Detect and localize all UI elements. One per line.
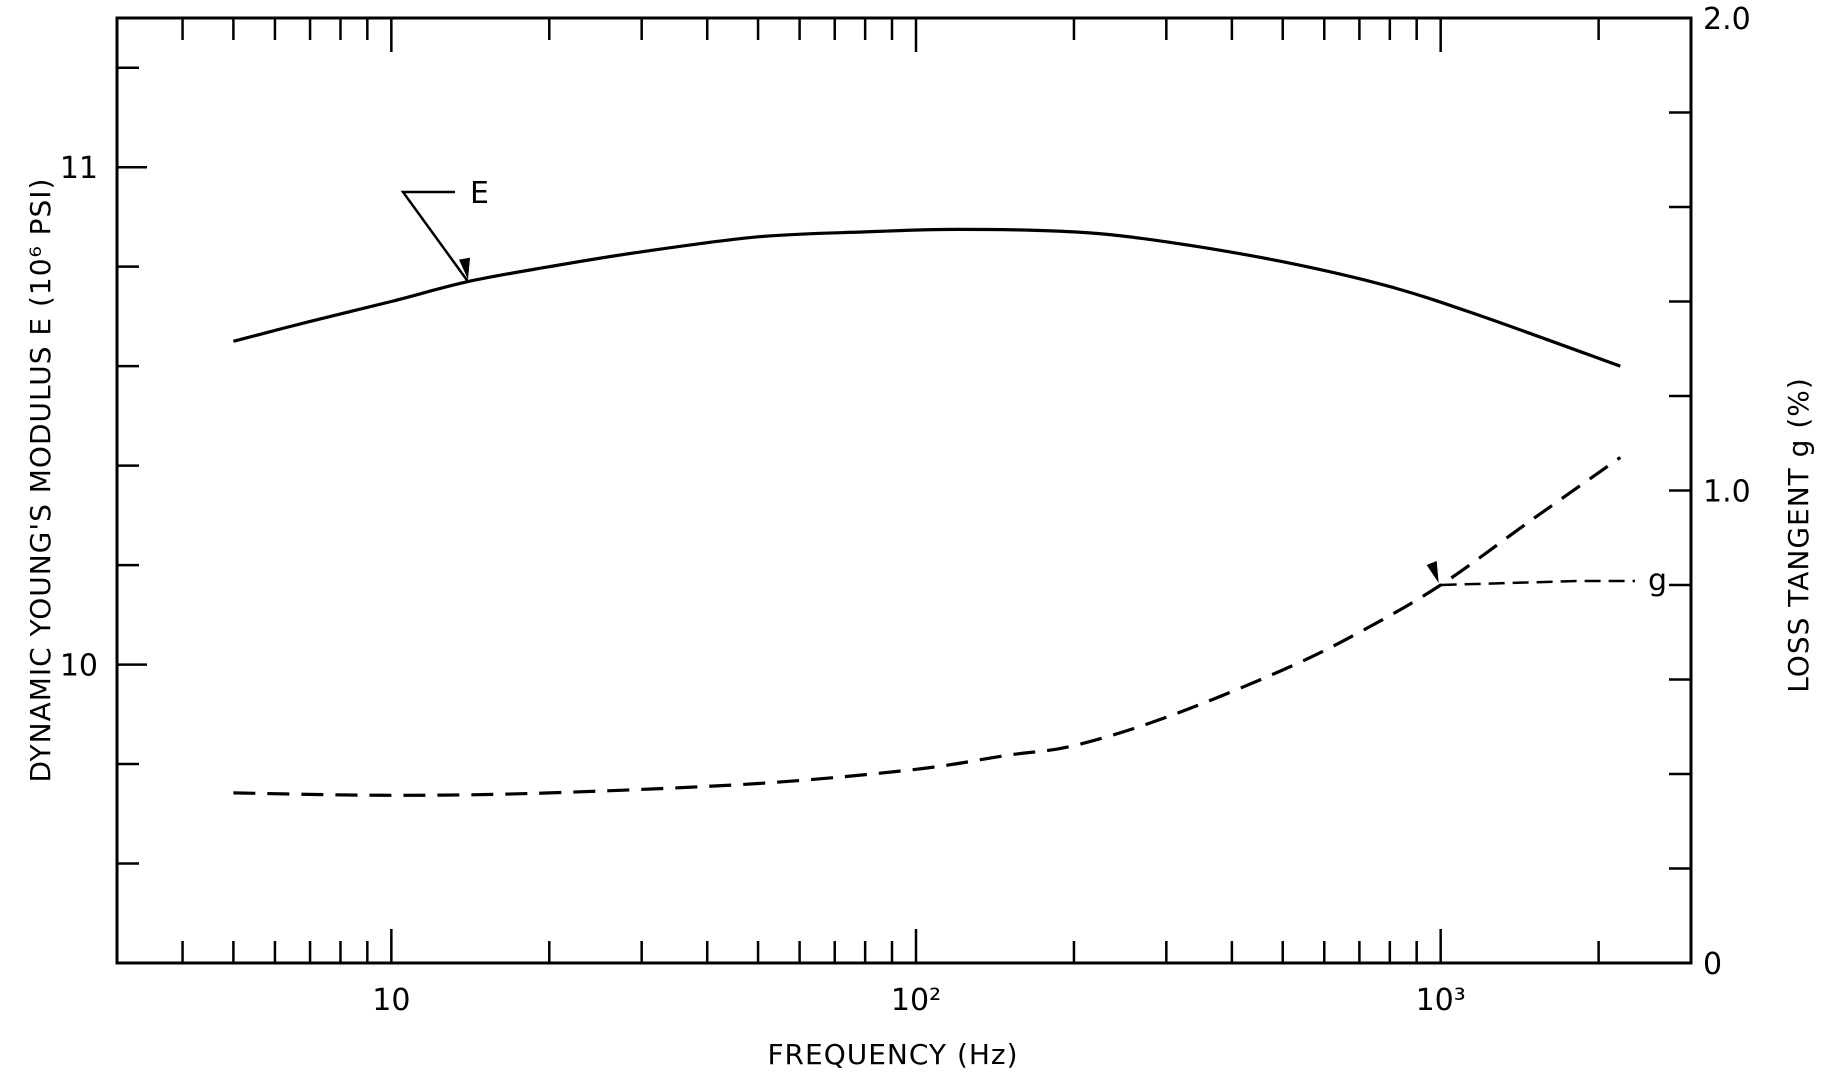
x-tick-label: 10³ xyxy=(1416,983,1466,1018)
callout-arrow-g xyxy=(1426,561,1439,583)
callout-label-g: g xyxy=(1648,563,1667,598)
plot-frame xyxy=(115,16,1693,965)
series-line-E xyxy=(233,227,1621,368)
y-axis-right-label: LOSS TANGENT g (%) xyxy=(1782,377,1815,693)
series-layer xyxy=(233,227,1622,797)
series-line-g xyxy=(233,456,1622,797)
tick-labels: 10 10² 10³ 10 11 0 1.0 2.0 xyxy=(60,2,1751,1018)
callout-leader-g xyxy=(1440,579,1635,587)
y-left-tick-label: 11 xyxy=(60,151,98,186)
y-right-tick-label: 1.0 xyxy=(1703,475,1751,510)
x-tick-label: 10 xyxy=(372,983,410,1018)
y-right-tick-label: 0 xyxy=(1703,947,1722,982)
y-axis-left-label: DYNAMIC YOUNG'S MODULUS E (10⁶ PSI) xyxy=(24,178,57,783)
y-left-tick-label: 10 xyxy=(60,649,98,684)
callout-arrow-E xyxy=(459,257,471,280)
tick-marks xyxy=(115,18,1693,963)
x-axis-label: FREQUENCY (Hz) xyxy=(767,1038,1018,1071)
callout-label-E: E xyxy=(470,176,489,211)
x-tick-label: 10² xyxy=(891,983,941,1018)
y-right-tick-label: 2.0 xyxy=(1703,2,1751,37)
callout-leader-E xyxy=(400,190,470,283)
series-callouts: Eg xyxy=(400,176,1667,598)
